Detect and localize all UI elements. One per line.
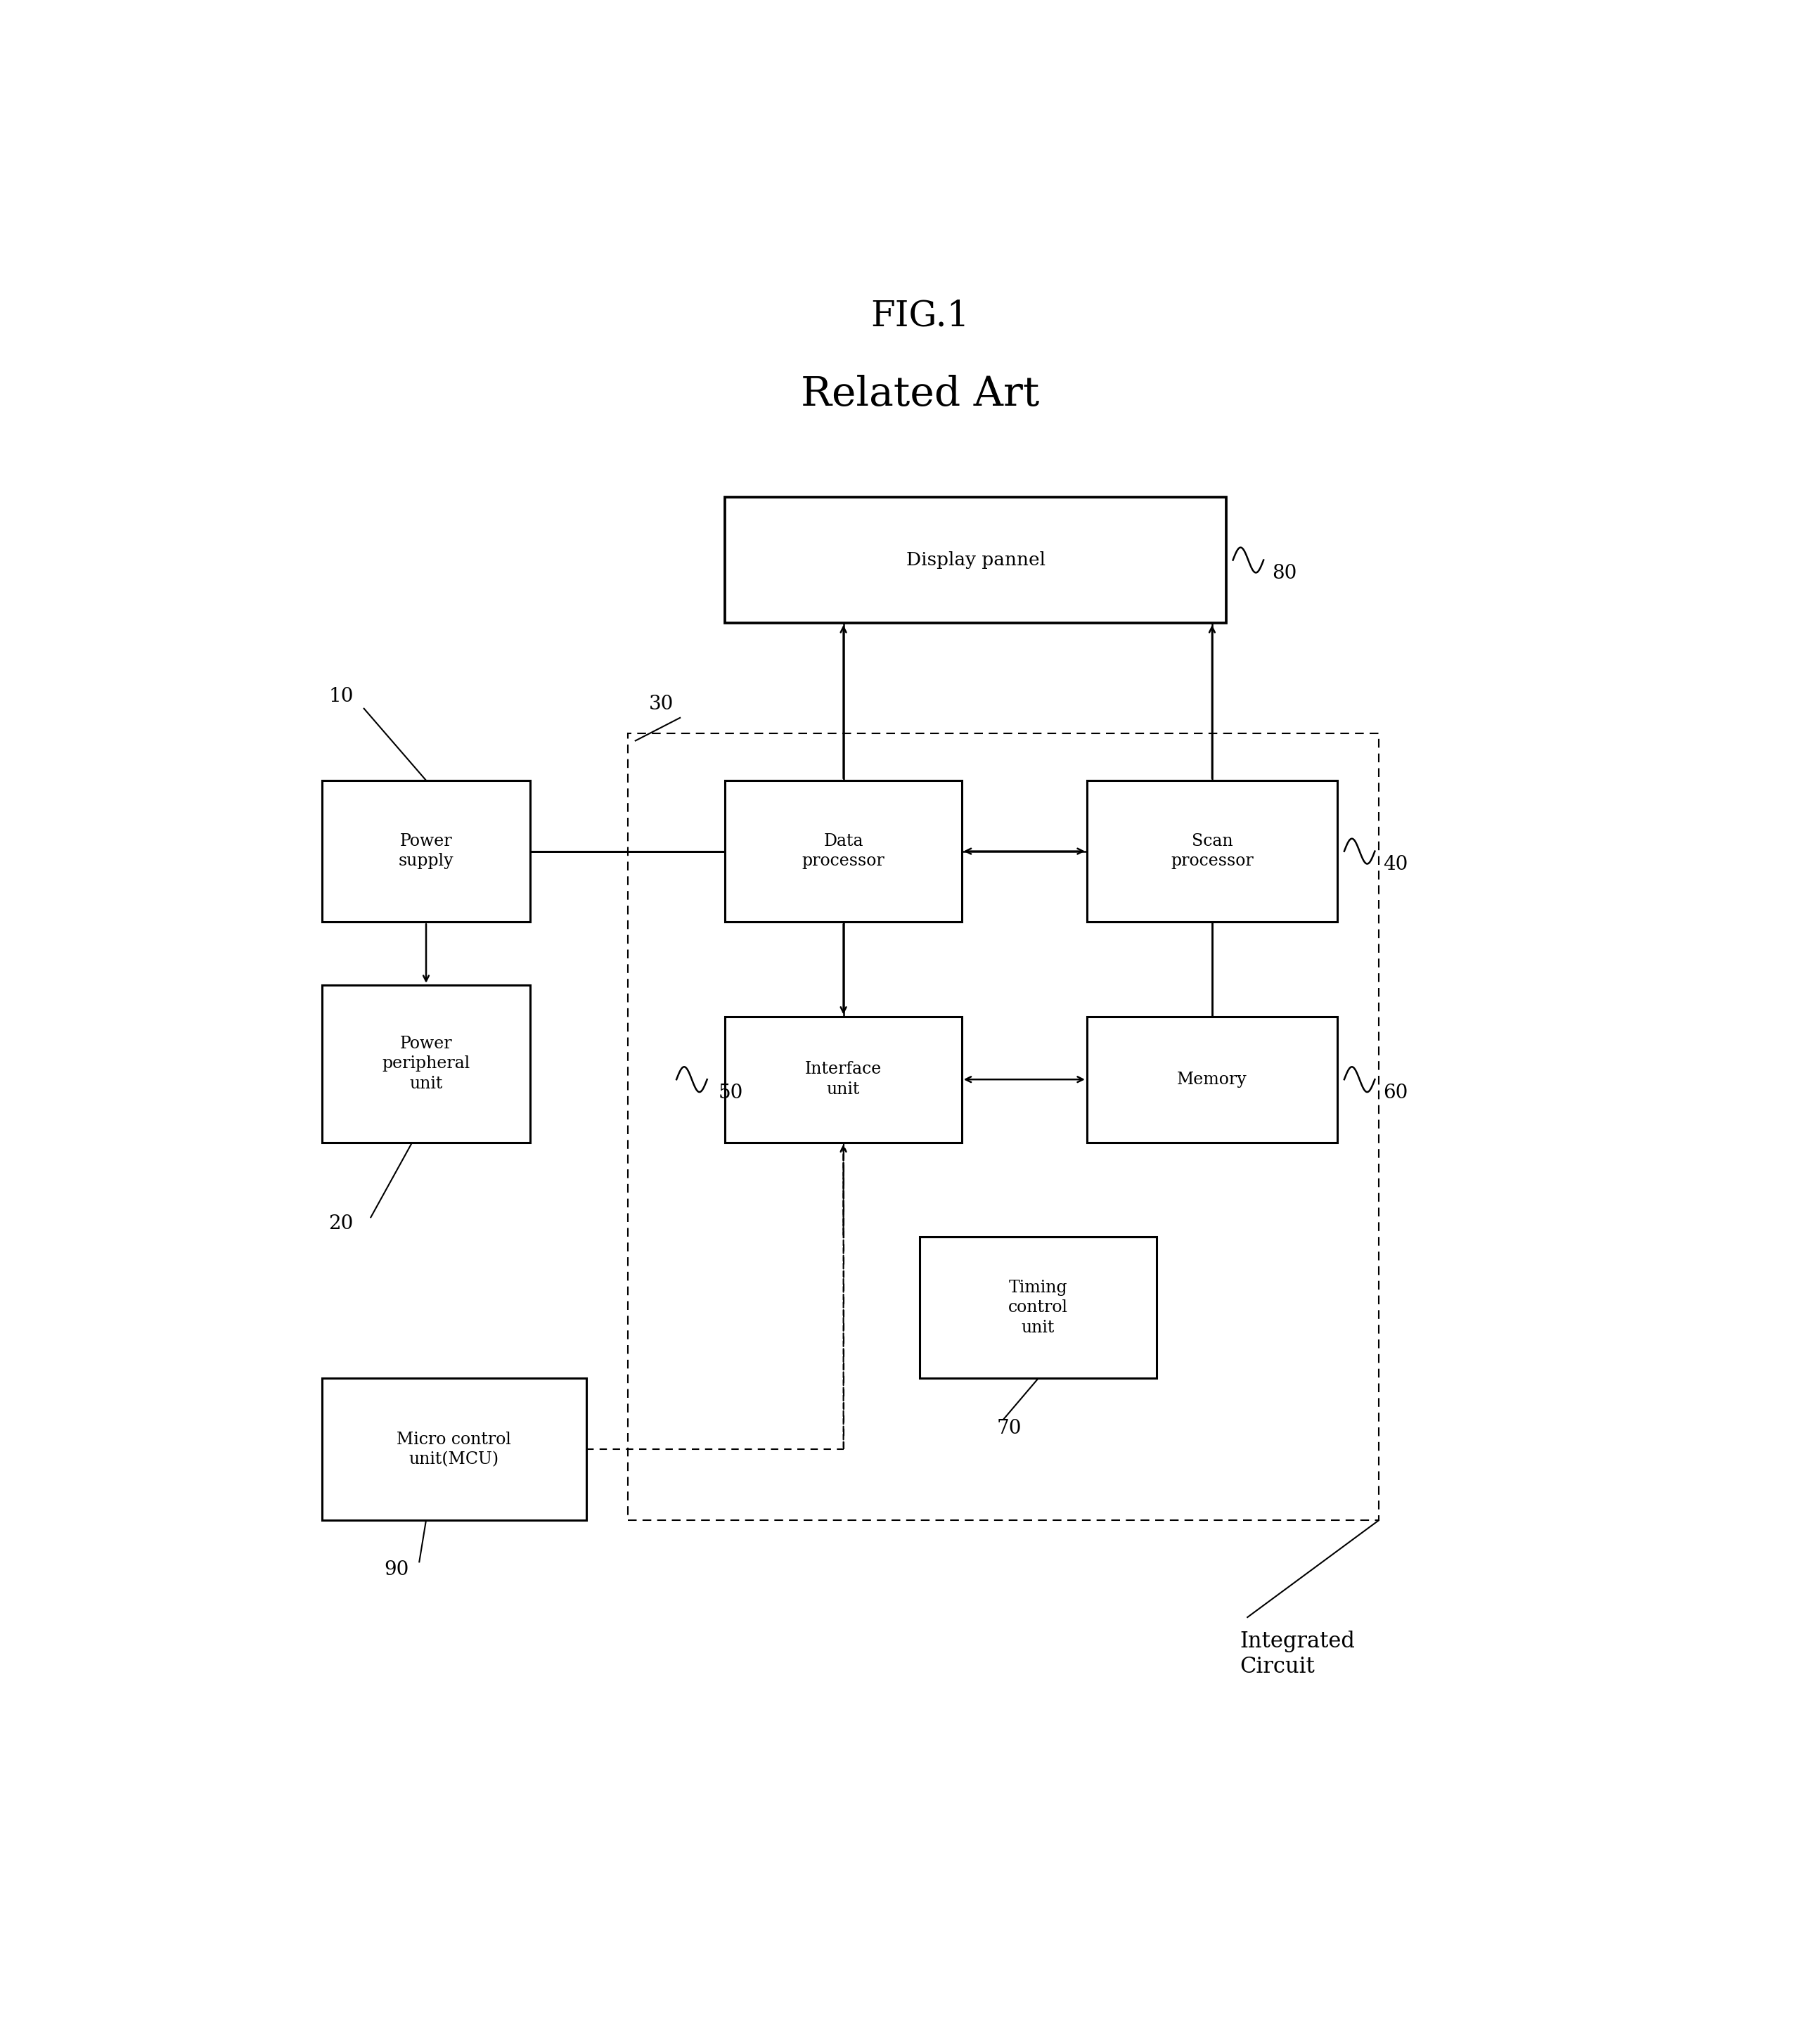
Text: FIG.1: FIG.1 bbox=[871, 298, 969, 333]
Text: Power
supply: Power supply bbox=[398, 834, 454, 869]
Text: 70: 70 bbox=[996, 1419, 1021, 1437]
Text: Scan
processor: Scan processor bbox=[1170, 834, 1253, 869]
Bar bbox=[725, 781, 962, 922]
Text: Display pannel: Display pannel bbox=[906, 552, 1045, 568]
Text: Data
processor: Data processor bbox=[802, 834, 885, 869]
Text: Timing
control
unit: Timing control unit bbox=[1009, 1280, 1068, 1335]
Text: 30: 30 bbox=[648, 695, 673, 713]
Text: Power
peripheral
unit: Power peripheral unit bbox=[382, 1036, 470, 1091]
Text: 20: 20 bbox=[328, 1214, 354, 1233]
Text: Integrated
Circuit: Integrated Circuit bbox=[1240, 1631, 1355, 1678]
Text: Interface
unit: Interface unit bbox=[804, 1061, 881, 1098]
Bar bbox=[628, 734, 1379, 1521]
Text: Memory: Memory bbox=[1178, 1071, 1248, 1087]
Text: 40: 40 bbox=[1384, 854, 1407, 875]
Text: Micro control
unit(MCU): Micro control unit(MCU) bbox=[397, 1431, 512, 1468]
Bar bbox=[1088, 781, 1337, 922]
Bar bbox=[725, 497, 1226, 623]
Bar bbox=[725, 1016, 962, 1143]
Text: Related Art: Related Art bbox=[801, 376, 1039, 415]
Text: 90: 90 bbox=[384, 1560, 409, 1580]
Bar bbox=[921, 1237, 1156, 1378]
Bar bbox=[321, 985, 531, 1143]
Text: 10: 10 bbox=[328, 687, 354, 705]
Bar bbox=[321, 781, 531, 922]
Bar bbox=[1088, 1016, 1337, 1143]
Text: 80: 80 bbox=[1273, 564, 1296, 583]
Bar bbox=[321, 1378, 587, 1521]
Text: 50: 50 bbox=[718, 1083, 743, 1102]
Text: 60: 60 bbox=[1384, 1083, 1407, 1102]
